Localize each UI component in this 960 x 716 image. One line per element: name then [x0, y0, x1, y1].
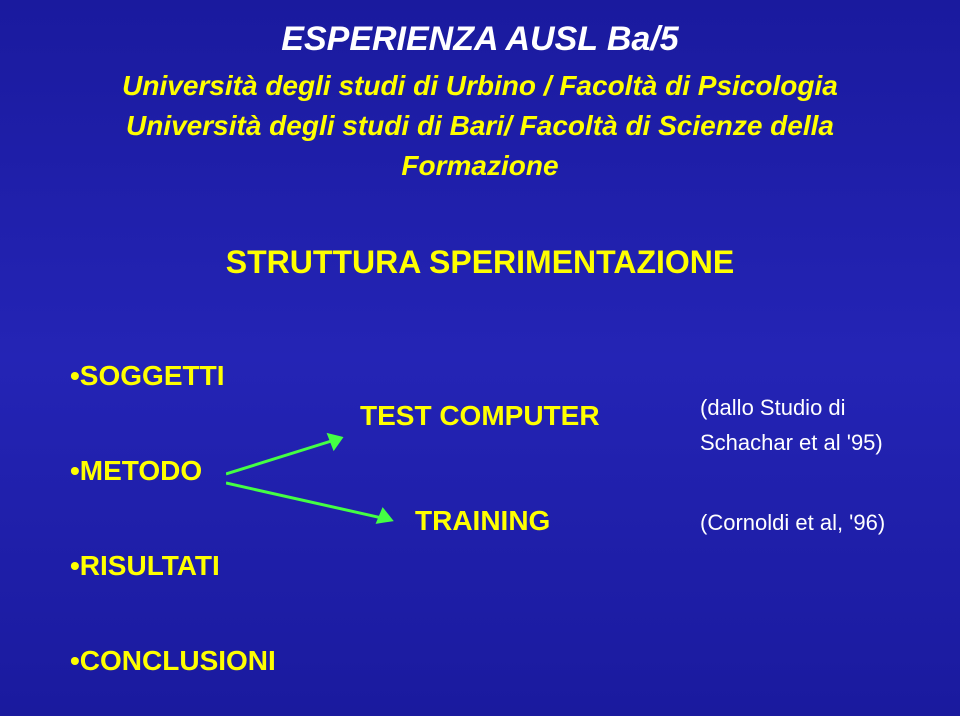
note-line-1: (dallo Studio di: [700, 395, 846, 421]
arrow-down-icon: [226, 478, 406, 533]
note-line-2: Schachar et al '95): [700, 430, 883, 456]
note-line-3: (Cornoldi et al, '96): [700, 510, 885, 536]
bullet-conclusioni: •CONCLUSIONI: [70, 645, 276, 677]
center-test-computer: TEST COMPUTER: [360, 400, 600, 432]
arrow-up-icon: [226, 432, 356, 482]
slide-subtitle-2: Università degli studi di Bari/ Facoltà …: [0, 110, 960, 142]
bullet-soggetti: •SOGGETTI: [70, 360, 224, 392]
section-header: STRUTTURA SPERIMENTAZIONE: [0, 244, 960, 281]
slide-subtitle-1: Università degli studi di Urbino / Facol…: [0, 70, 960, 102]
slide-title: ESPERIENZA AUSL Ba/5: [0, 20, 960, 59]
bullet-metodo: •METODO: [70, 455, 202, 487]
bullet-risultati: •RISULTATI: [70, 550, 220, 582]
slide-subtitle-3: Formazione: [0, 150, 960, 182]
center-training: TRAINING: [415, 505, 550, 537]
